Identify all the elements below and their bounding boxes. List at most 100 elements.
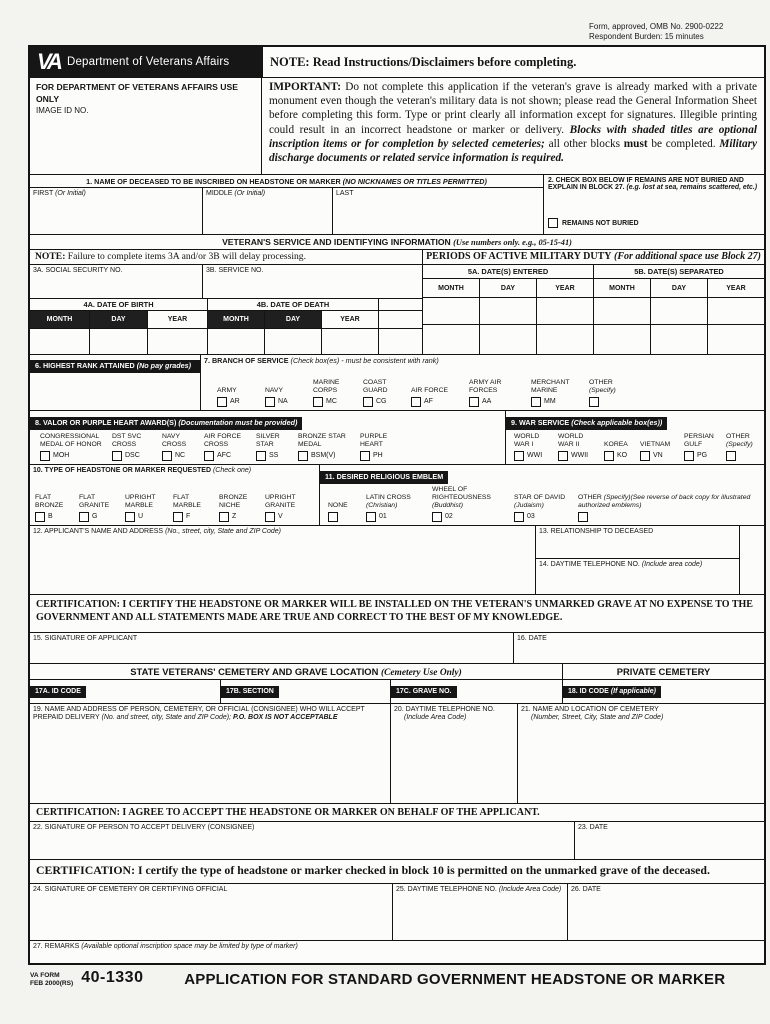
flat-bronze-checkbox[interactable]: [35, 512, 45, 522]
birth-year-header: YEAR: [147, 311, 207, 328]
army-checkbox[interactable]: [217, 397, 227, 407]
period-cell[interactable]: [536, 298, 593, 324]
block21-cemetery-location[interactable]: 21. NAME AND LOCATION OF CEMETERY (Number…: [517, 704, 764, 803]
wwii-checkbox[interactable]: [558, 451, 568, 461]
block17c-grave-no[interactable]: 17C. GRAVE NO.: [390, 680, 562, 703]
emblem-none-checkbox[interactable]: [328, 512, 338, 522]
period-cell[interactable]: [707, 325, 764, 354]
block4-titles: 4A. DATE OF BIRTH 4B. DATE OF DEATH: [30, 299, 422, 311]
block17a-id-code[interactable]: 17A. ID CODE: [30, 680, 220, 703]
vietnam-checkbox[interactable]: [640, 451, 650, 461]
block15-signature[interactable]: 15. SIGNATURE OF APPLICANT: [30, 633, 513, 663]
block18-private-id-code[interactable]: 18. ID CODE (If applicable): [562, 680, 764, 703]
block27-remarks[interactable]: 27. REMARKS (Available optional inscript…: [30, 941, 764, 963]
star-of-david-checkbox[interactable]: [514, 512, 524, 522]
block6-highest-rank[interactable]: 6. HIGHEST RANK ATTAINED (No pay grades): [30, 355, 200, 410]
period-cell[interactable]: [479, 298, 536, 324]
period-cell[interactable]: [536, 325, 593, 354]
wwi-checkbox[interactable]: [514, 451, 524, 461]
remains-not-buried-checkbox[interactable]: [548, 218, 558, 228]
va-form-edition: VA FORM FEB 2000(RS): [30, 972, 74, 987]
block24-official-signature[interactable]: 24. SIGNATURE OF CEMETERY OR CERTIFYING …: [30, 884, 392, 940]
death-month-field[interactable]: [207, 329, 264, 354]
block12-applicant-address[interactable]: 12. APPLICANT'S NAME AND ADDRESS (No., s…: [30, 526, 535, 594]
death-day-field[interactable]: [264, 329, 321, 354]
period-cell[interactable]: [593, 298, 650, 324]
medal-of-honor-checkbox[interactable]: [40, 451, 50, 461]
death-month-header: MONTH: [207, 311, 264, 328]
block21-label: 21. NAME AND LOCATION OF CEMETERY (Number…: [521, 706, 664, 722]
certification3-row: CERTIFICATION: I certify the type of hea…: [30, 860, 764, 884]
consignee-signature-row: 22. SIGNATURE OF PERSON TO ACCEPT DELIVE…: [30, 822, 764, 860]
korea-checkbox[interactable]: [604, 451, 614, 461]
block8-title: 8. VALOR OR PURPLE HEART AWARD(S) (Docum…: [30, 417, 303, 430]
flat-granite-checkbox[interactable]: [79, 512, 89, 522]
period-cell[interactable]: [479, 325, 536, 354]
block17b-section[interactable]: 17B. SECTION: [220, 680, 390, 703]
option-latin-cross: LATIN CROSS (Christian) 01: [364, 484, 430, 525]
army-air-forces-checkbox[interactable]: [469, 397, 479, 407]
official-signature-row: 24. SIGNATURE OF CEMETERY OR CERTIFYING …: [30, 884, 764, 941]
block10-title: 10. TYPE OF HEADSTONE OR MARKER REQUESTE…: [33, 467, 252, 474]
branch-other-checkbox[interactable]: [589, 397, 599, 407]
birth-month-field[interactable]: [30, 329, 89, 354]
period-cell[interactable]: [423, 298, 479, 324]
emblem-other-checkbox[interactable]: [578, 512, 588, 522]
navy-cross-checkbox[interactable]: [162, 451, 172, 461]
purple-heart-checkbox[interactable]: [360, 451, 370, 461]
block22-label: 22. SIGNATURE OF PERSON TO ACCEPT DELIVE…: [33, 824, 255, 831]
death-year-field[interactable]: [321, 329, 378, 354]
block14-daytime-phone[interactable]: 14. DAYTIME TELEPHONE NO. (Include area …: [536, 559, 739, 594]
wheel-of-righteousness-checkbox[interactable]: [432, 512, 442, 522]
period-cell[interactable]: [593, 325, 650, 354]
block20-daytime-phone[interactable]: 20. DAYTIME TELEPHONE NO. (Include Area C…: [390, 704, 517, 803]
award-options: CONGRESSIONAL MEDAL OF HONOR MOH DST SVC…: [30, 430, 505, 464]
period-cell[interactable]: [423, 325, 479, 354]
entered-year-header: YEAR: [536, 279, 593, 297]
war-other-checkbox[interactable]: [726, 451, 736, 461]
block25-daytime-phone[interactable]: 25. DAYTIME TELEPHONE NO. (Include Area …: [392, 884, 567, 940]
first-name-field[interactable]: FIRST (Or Initial): [30, 188, 202, 234]
option-branch-other: OTHER (Specify): [587, 368, 635, 410]
air-force-checkbox[interactable]: [411, 397, 421, 407]
silver-star-checkbox[interactable]: [256, 451, 266, 461]
latin-cross-checkbox[interactable]: [366, 512, 376, 522]
option-purple-heart: PURPLE HEART PH: [358, 430, 404, 464]
block26-date[interactable]: 26. DATE: [567, 884, 764, 940]
marker-emblem-row: 10. TYPE OF HEADSTONE OR MARKER REQUESTE…: [30, 465, 764, 526]
image-id-label: IMAGE ID NO.: [36, 106, 89, 116]
block17a-label: 17A. ID CODE: [30, 686, 86, 699]
flat-marble-checkbox[interactable]: [173, 512, 183, 522]
service-no-field[interactable]: 3B. SERVICE NO.: [202, 265, 422, 298]
period-cell[interactable]: [707, 298, 764, 324]
bronze-star-checkbox[interactable]: [298, 451, 308, 461]
block22-consignee-signature[interactable]: 22. SIGNATURE OF PERSON TO ACCEPT DELIVE…: [30, 822, 574, 859]
ssn-field[interactable]: 3A. SOCIAL SECURITY NO.: [30, 265, 202, 298]
option-medal-of-honor: CONGRESSIONAL MEDAL OF HONOR MOH: [38, 430, 110, 464]
marine-corps-checkbox[interactable]: [313, 397, 323, 407]
coast-guard-checkbox[interactable]: [363, 397, 373, 407]
block23-date[interactable]: 23. DATE: [574, 822, 764, 859]
last-name-field[interactable]: LAST: [332, 188, 543, 234]
separated-month-header: MONTH: [593, 279, 650, 297]
block13-relationship[interactable]: 13. RELATIONSHIP TO DECEASED: [536, 526, 739, 559]
upright-granite-checkbox[interactable]: [265, 512, 275, 522]
block11-religious-emblem: 11. DESIRED RELIGIOUS EMBLEM NONE LATIN …: [319, 465, 764, 525]
air-force-cross-checkbox[interactable]: [204, 451, 214, 461]
block19-consignee[interactable]: 19. NAME AND ADDRESS OF PERSON, CEMETERY…: [30, 704, 390, 803]
period-cell[interactable]: [650, 298, 707, 324]
birth-day-field[interactable]: [89, 329, 147, 354]
option-persian-gulf: PERSIAN GULF PG: [682, 430, 724, 464]
option-navy: NAVY NA: [263, 368, 311, 410]
birth-year-field[interactable]: [147, 329, 207, 354]
period-cell[interactable]: [650, 325, 707, 354]
bronze-niche-checkbox[interactable]: [219, 512, 229, 522]
block26-label: 26. DATE: [571, 886, 601, 893]
persian-gulf-checkbox[interactable]: [684, 451, 694, 461]
upright-marble-checkbox[interactable]: [125, 512, 135, 522]
dsc-checkbox[interactable]: [112, 451, 122, 461]
navy-checkbox[interactable]: [265, 397, 275, 407]
merchant-marine-checkbox[interactable]: [531, 397, 541, 407]
middle-name-field[interactable]: MIDDLE (Or Initial): [202, 188, 332, 234]
block16-date[interactable]: 16. DATE: [513, 633, 764, 663]
